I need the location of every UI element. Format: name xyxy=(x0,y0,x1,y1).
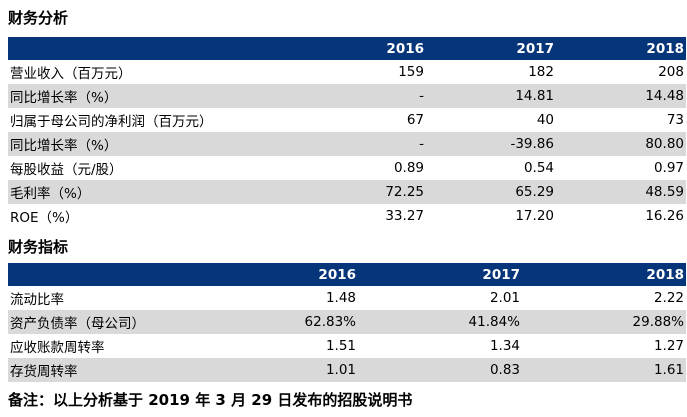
cell-value: 33.27 xyxy=(385,208,424,224)
cell-value: 29.88% xyxy=(522,310,686,334)
table-row: 同比增长率（%） - 14.81 14.48 xyxy=(8,84,686,108)
header-cell-2018: 2018 xyxy=(522,263,686,286)
cell-value: 17.20 xyxy=(515,208,554,224)
header-cell xyxy=(8,37,278,60)
cell-value: 1.51 xyxy=(325,338,356,354)
cell-value: 2.22 xyxy=(653,290,684,306)
row-label: 存货周转率 xyxy=(8,358,208,382)
footnote: 备注：以上分析基于 2019 年 3 月 29 日发布的招股说明书 xyxy=(8,391,413,409)
table-row: 每股收益（元/股） 0.89 0.54 0.97 xyxy=(8,156,686,180)
header-cell xyxy=(8,263,208,286)
table-row: 应收账款周转率 1.51 1.34 1.27 xyxy=(8,334,686,358)
cell-value: 16.26 xyxy=(645,208,684,224)
header-cell-2017: 2017 xyxy=(358,263,522,286)
cell-value: 208 xyxy=(658,64,684,80)
table-header-row: 2016 2017 2018 xyxy=(8,263,686,286)
table-row: 营业收入（百万元） 159 182 208 xyxy=(8,60,686,84)
row-label: 应收账款周转率 xyxy=(10,340,105,356)
cell-value: 1.27 xyxy=(653,338,684,354)
cell-value: 67 xyxy=(406,112,424,128)
row-label: ROE（%） xyxy=(10,210,79,226)
row-label: 同比增长率（%） xyxy=(8,132,278,156)
cell-value: 0.54 xyxy=(523,160,554,176)
row-label: 同比增长率（%） xyxy=(8,84,278,108)
cell-value: - xyxy=(278,132,426,156)
cell-value: 1.01 xyxy=(208,358,358,382)
cell-value: 182 xyxy=(528,64,554,80)
cell-value: 73 xyxy=(666,112,684,128)
cell-value: 1.48 xyxy=(325,290,356,306)
row-label: 资产负债率（母公司） xyxy=(8,310,208,334)
cell-value: 41.84% xyxy=(358,310,522,334)
cell-value: 0.97 xyxy=(653,160,684,176)
row-label: 每股收益（元/股） xyxy=(10,162,123,178)
row-label: 毛利率（%） xyxy=(8,180,278,204)
cell-value: 14.48 xyxy=(556,84,686,108)
table-header-row: 2016 2017 2018 xyxy=(8,37,686,60)
cell-value: 62.83% xyxy=(208,310,358,334)
table-row: 毛利率（%） 72.25 65.29 48.59 xyxy=(8,180,686,204)
row-label: 营业收入（百万元） xyxy=(10,66,132,82)
cell-value: 0.89 xyxy=(393,160,424,176)
cell-value: 40 xyxy=(536,112,554,128)
table-row: 归属于母公司的净利润（百万元） 67 40 73 xyxy=(8,108,686,132)
cell-value: - xyxy=(278,84,426,108)
cell-value: 159 xyxy=(398,64,424,80)
row-label: 归属于母公司的净利润（百万元） xyxy=(10,114,213,130)
cell-value: 1.34 xyxy=(489,338,520,354)
financial-analysis-title: 财务分析 xyxy=(8,9,69,27)
cell-value: 14.81 xyxy=(426,84,556,108)
cell-value: 48.59 xyxy=(556,180,686,204)
header-cell-2016: 2016 xyxy=(278,37,426,60)
cell-value: 72.25 xyxy=(278,180,426,204)
row-label: 流动比率 xyxy=(10,292,64,308)
financial-indicators-table: 2016 2017 2018 流动比率 1.48 2.01 2.22 资产负债率… xyxy=(8,263,686,382)
header-cell-2016: 2016 xyxy=(208,263,358,286)
cell-value: 80.80 xyxy=(556,132,686,156)
cell-value: 0.83 xyxy=(358,358,522,382)
header-cell-2018: 2018 xyxy=(556,37,686,60)
cell-value: 1.61 xyxy=(522,358,686,382)
table-row: 流动比率 1.48 2.01 2.22 xyxy=(8,286,686,310)
cell-value: -39.86 xyxy=(426,132,556,156)
cell-value: 2.01 xyxy=(489,290,520,306)
cell-value: 65.29 xyxy=(426,180,556,204)
financial-analysis-table: 2016 2017 2018 营业收入（百万元） 159 182 208 同比增… xyxy=(8,37,686,228)
table-row: 同比增长率（%） - -39.86 80.80 xyxy=(8,132,686,156)
table-row: 资产负债率（母公司） 62.83% 41.84% 29.88% xyxy=(8,310,686,334)
financial-indicators-title: 财务指标 xyxy=(8,238,69,256)
table-row: ROE（%） 33.27 17.20 16.26 xyxy=(8,204,686,228)
header-cell-2017: 2017 xyxy=(426,37,556,60)
table-row: 存货周转率 1.01 0.83 1.61 xyxy=(8,358,686,382)
